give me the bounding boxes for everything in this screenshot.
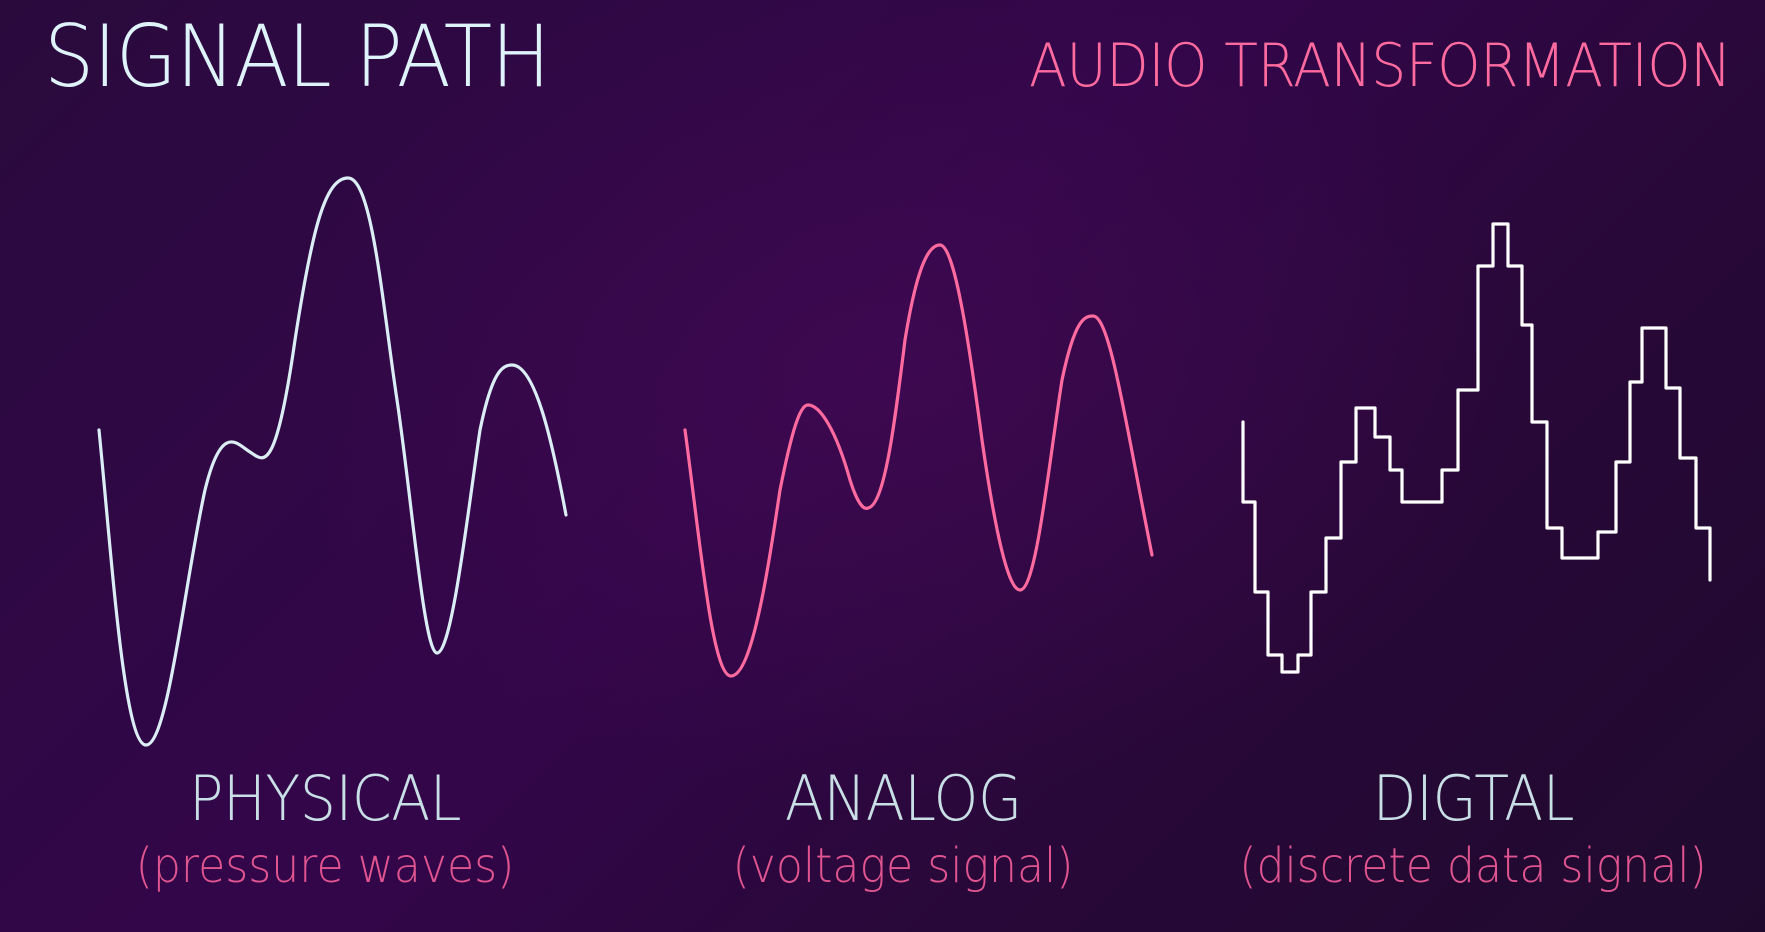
stage-caption: (pressure waves)	[135, 838, 515, 894]
physical-waveform	[97, 176, 568, 747]
digital-waveform	[1241, 222, 1712, 674]
stage-caption: (discrete data signal)	[1239, 838, 1707, 894]
stage-analog: ANALOG (voltage signal)	[718, 762, 1089, 894]
stage-label: ANALOG	[784, 762, 1022, 835]
stage-caption: (voltage signal)	[732, 838, 1074, 894]
stage-label: PHYSICAL	[188, 762, 462, 835]
stage-label: DIGTAL	[1372, 762, 1574, 835]
stage-digital: DIGTAL (discrete data signal)	[1219, 762, 1727, 894]
page-title: SIGNAL PATH	[44, 7, 551, 107]
page-subtitle: AUDIO TRANSFORMATION	[1028, 31, 1732, 101]
analog-waveform	[683, 243, 1154, 678]
stage-physical: PHYSICAL (pressure waves)	[119, 762, 531, 894]
